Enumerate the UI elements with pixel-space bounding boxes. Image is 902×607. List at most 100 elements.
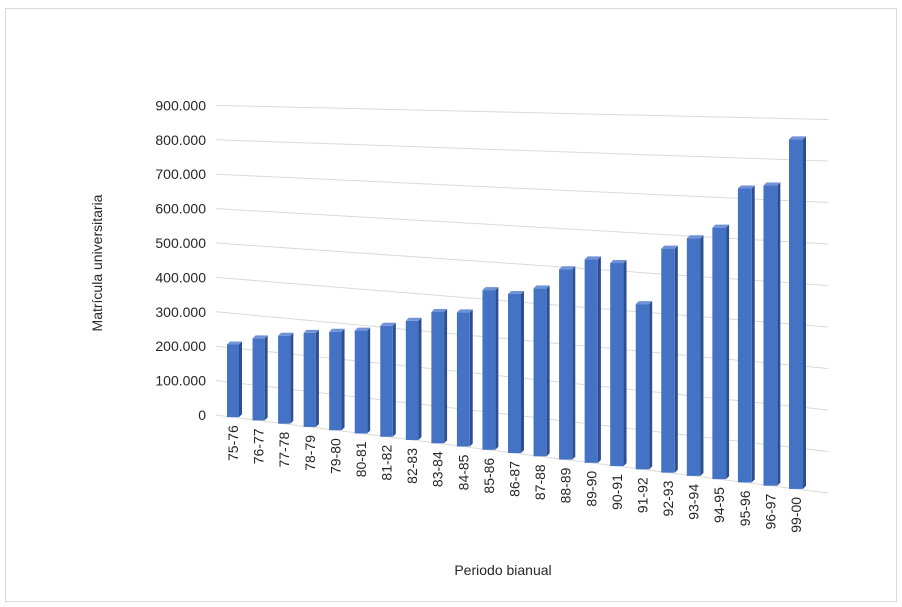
bar (661, 245, 678, 473)
bar-top (610, 260, 627, 264)
gridline (215, 139, 829, 162)
bar-side (367, 327, 371, 434)
x-tick-label: 87-88 (532, 464, 548, 500)
bar-side (315, 329, 319, 427)
x-tick-label: 82-83 (404, 448, 420, 484)
bar-top (737, 185, 755, 189)
bar-front (405, 320, 419, 440)
bar (508, 291, 524, 454)
x-tick-label: 85-86 (481, 458, 497, 494)
bar-top (278, 332, 294, 336)
bar-side (649, 301, 653, 470)
bar-front (533, 288, 547, 457)
x-tick-label: 81-82 (379, 445, 395, 481)
x-tick-label: 80-81 (353, 441, 369, 477)
x-tick-label: 96-97 (762, 493, 778, 529)
bar-top (354, 327, 371, 331)
bar-front (610, 263, 624, 467)
gridline (215, 242, 829, 286)
y-tick-label: 900.000 (155, 97, 206, 113)
bar-front (789, 139, 803, 489)
bar (278, 332, 294, 424)
x-tick-label: 99-00 (788, 497, 804, 533)
x-tick-label: 88-89 (558, 467, 574, 503)
x-tick-label: 90-91 (609, 474, 625, 510)
bar-front (456, 312, 470, 447)
bar (482, 287, 499, 450)
bar-side (239, 341, 242, 418)
bar-side (674, 245, 678, 473)
bar (789, 136, 806, 489)
bar-top (686, 235, 704, 239)
bar-front (661, 248, 675, 473)
bar-side (700, 235, 704, 476)
bar-front (737, 188, 752, 483)
bar-side (726, 224, 730, 480)
bar-side (418, 317, 422, 440)
bar-side (469, 309, 473, 447)
bar-side (597, 256, 601, 463)
gridline (215, 173, 829, 203)
chart-frame: 0 100.000 200.000 300.000 400.000 500.000 600.… (5, 8, 897, 602)
x-tick-label: 79-80 (327, 438, 343, 474)
bar-top (635, 301, 653, 305)
y-tick-label: 700.000 (155, 166, 206, 182)
x-tick-label: 94-95 (711, 487, 727, 523)
bar-side (341, 328, 345, 431)
bar (533, 285, 550, 457)
bar-top (329, 328, 345, 332)
y-tick-label: 0 (198, 407, 206, 423)
bar (686, 235, 704, 476)
bar-front (508, 294, 521, 454)
bar-side (444, 309, 448, 444)
x-tick-label: 83-84 (430, 451, 446, 487)
bar-side (751, 185, 755, 483)
bar-chart: 0 100.000 200.000 300.000 400.000 500.000 600.… (89, 97, 829, 578)
bar-side (264, 335, 268, 421)
x-tick-label: 77-78 (276, 431, 292, 467)
bars (227, 136, 806, 489)
bar-top (584, 256, 601, 260)
bar-top (661, 245, 678, 249)
bar-side (495, 287, 499, 450)
bar-top (712, 224, 730, 228)
bar (303, 329, 319, 427)
bar (712, 224, 730, 480)
x-tick-label: 84-85 (455, 454, 471, 490)
x-tick-label: 93-94 (686, 484, 702, 520)
y-tick-label: 300.000 (155, 304, 206, 320)
x-axis-ticks: 75-76 76-77 77-78 78-79 79-80 80-81 81-82 82-83… (225, 425, 804, 533)
x-tick-label: 75-76 (225, 425, 241, 461)
bar (431, 309, 448, 444)
bar-front (303, 332, 316, 427)
bar-top (405, 317, 422, 321)
bar-side (546, 285, 550, 457)
y-axis-ticks: 0 100.000 200.000 300.000 400.000 500.000 600.… (155, 97, 206, 423)
x-tick-label: 95-96 (737, 490, 753, 526)
x-tick-label: 86-87 (507, 461, 523, 497)
bar-side (290, 332, 294, 424)
bar-front (482, 290, 496, 450)
bar (456, 309, 473, 447)
bar (252, 335, 268, 421)
bar (380, 322, 396, 437)
bar-front (686, 238, 701, 476)
bar-front (584, 259, 598, 463)
bar (635, 301, 653, 470)
bar-top (508, 291, 524, 295)
y-tick-label: 600.000 (155, 201, 206, 217)
bar-front (635, 304, 650, 470)
bar-front (380, 325, 393, 437)
bar (610, 260, 627, 467)
bar-top (252, 335, 268, 339)
bar-front (227, 344, 239, 418)
bar-top (559, 266, 576, 270)
y-axis-title: Matrícula universitaria (89, 194, 105, 331)
y-tick-label: 100.000 (155, 373, 206, 389)
bar-side (572, 266, 576, 460)
y-tick-label: 800.000 (155, 132, 206, 148)
bar (227, 341, 242, 418)
bar-front (252, 338, 265, 421)
x-tick-label: 78-79 (302, 435, 318, 471)
bar (737, 185, 755, 483)
